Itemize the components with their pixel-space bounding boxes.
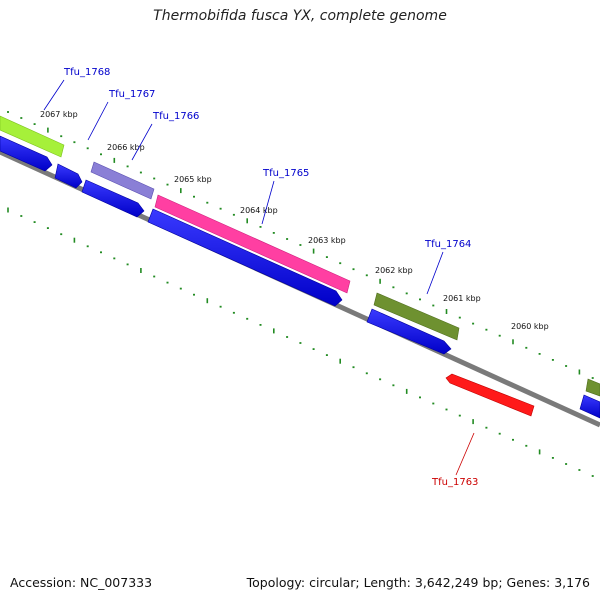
cds-arrow[interactable] bbox=[579, 394, 600, 419]
callout-line bbox=[87, 101, 109, 141]
callout-line bbox=[455, 432, 475, 476]
gene-labels: Tfu_1768 Tfu_1767 Tfu_1766 Tfu_1765 Tfu_… bbox=[63, 67, 478, 488]
cds-arrow[interactable] bbox=[0, 135, 53, 172]
cds-arrow[interactable] bbox=[81, 179, 145, 218]
gene-label-tfu1766[interactable]: Tfu_1766 bbox=[152, 111, 199, 122]
cds-arrow[interactable] bbox=[54, 163, 83, 189]
kbp-label: 2061 kbp bbox=[443, 294, 481, 303]
callout-lines bbox=[43, 79, 475, 476]
topology-text: Topology: circular; Length: 3,642,249 bp… bbox=[246, 575, 590, 590]
kbp-label: 2060 kbp bbox=[511, 322, 549, 331]
feature-bar-tfu1765[interactable] bbox=[154, 194, 351, 294]
accession-text: Accession: NC_007333 bbox=[10, 575, 153, 590]
cds-track bbox=[0, 135, 600, 419]
callout-line bbox=[131, 123, 153, 161]
kbp-label: 2067 kbp bbox=[40, 110, 78, 119]
kbp-label: 2062 kbp bbox=[375, 266, 413, 275]
kbp-label: 2063 kbp bbox=[308, 236, 346, 245]
feature-bar-tfu1763[interactable] bbox=[445, 373, 535, 417]
tick-tracks bbox=[7, 111, 594, 477]
gene-label-tfu1767[interactable]: Tfu_1767 bbox=[108, 89, 155, 100]
callout-line bbox=[426, 251, 444, 295]
gene-label-tfu1765[interactable]: Tfu_1765 bbox=[262, 168, 309, 179]
kbp-label: 2065 kbp bbox=[174, 175, 212, 184]
kbp-labels: 2067 kbp 2066 kbp 2065 kbp 2064 kbp 2063… bbox=[40, 110, 549, 331]
map-title: Thermobifida fusca YX, complete genome bbox=[153, 8, 447, 24]
cds-arrow[interactable] bbox=[147, 208, 343, 307]
feature-bar-tfu1768[interactable] bbox=[0, 115, 65, 158]
cds-arrow[interactable] bbox=[366, 308, 452, 355]
feature-bar-tfu1766[interactable] bbox=[90, 161, 155, 200]
callout-line bbox=[43, 79, 65, 111]
gene-label-tfu1764[interactable]: Tfu_1764 bbox=[424, 239, 471, 250]
callout-line bbox=[261, 180, 275, 225]
kbp-label: 2064 kbp bbox=[240, 206, 278, 215]
feature-bar-right[interactable] bbox=[585, 378, 600, 397]
gene-label-tfu1763[interactable]: Tfu_1763 bbox=[431, 477, 478, 488]
kbp-label: 2066 kbp bbox=[107, 143, 145, 152]
gene-label-tfu1768[interactable]: Tfu_1768 bbox=[63, 67, 110, 78]
feature-bar-tfu1764[interactable] bbox=[373, 292, 460, 341]
feature-track bbox=[0, 115, 600, 417]
